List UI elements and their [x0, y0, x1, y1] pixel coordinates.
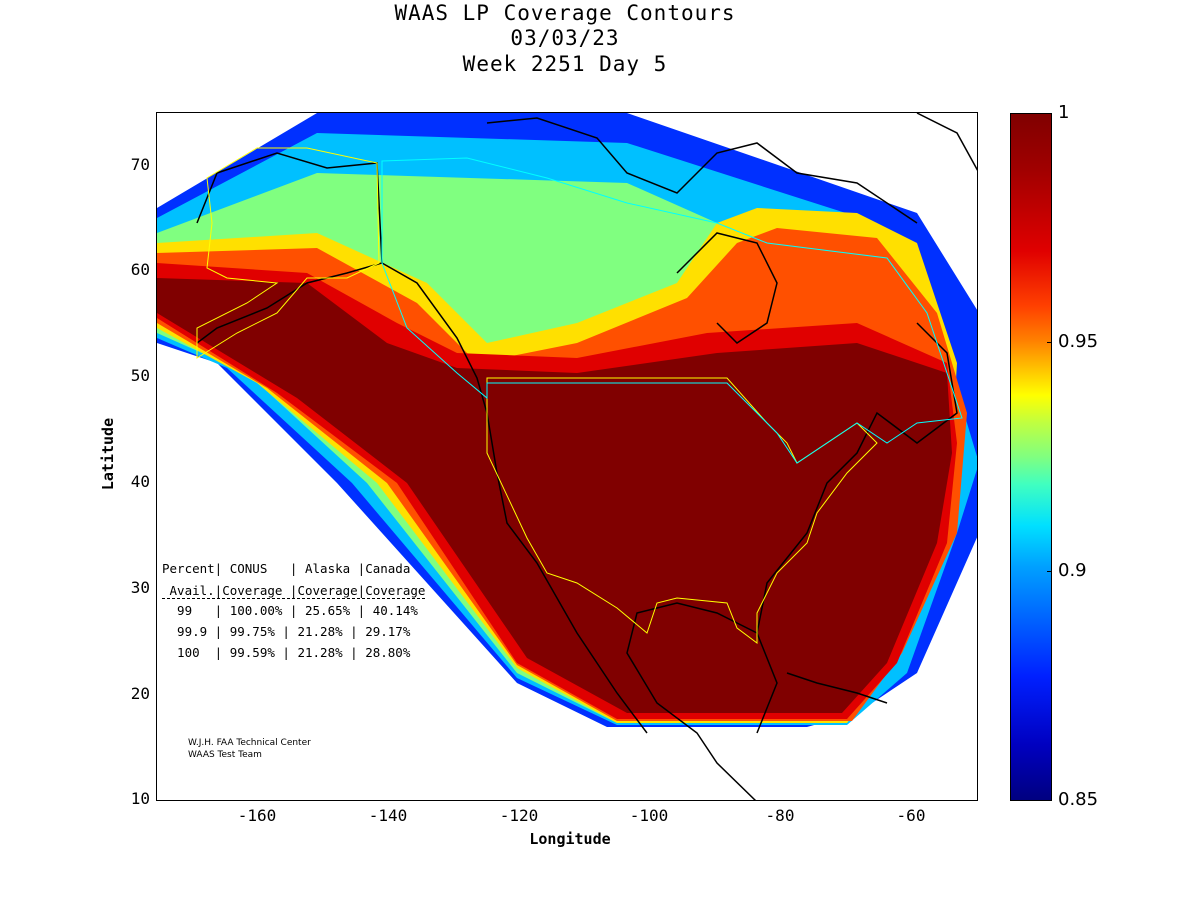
stats-row-99: 99 | 100.00% | 25.65% | 40.14% — [162, 603, 418, 618]
service-region-outlines — [196, 147, 963, 644]
y-tick-30: 30 — [130, 578, 150, 597]
y-axis-label: Latitude — [99, 417, 117, 491]
stats-header-1: Percent| CONUS | Alaska |Canada — [162, 561, 411, 576]
greenland-edge — [916, 113, 977, 171]
chart-title: WAAS LP Coverage Contours — [394, 1, 736, 25]
canada-region-outline — [381, 157, 963, 464]
y-tick-10: 10 — [130, 789, 150, 808]
credit-line-2: WAAS Test Team — [188, 750, 262, 760]
colorbar-tick-mark — [1047, 571, 1052, 572]
stats-row-99-9: 99.9 | 99.75% | 21.28% | 29.17% — [162, 624, 411, 639]
y-tick-40: 40 — [130, 472, 150, 491]
stats-header-2: Avail.|Coverage |Coverage|Coverage — [162, 583, 426, 599]
x-tick-m60: -60 — [896, 806, 926, 825]
pacific-coast — [381, 262, 648, 734]
y-tick-70: 70 — [130, 155, 150, 174]
credit-line-1: W.J.H. FAA Technical Center — [188, 738, 311, 748]
colorbar-tick-085: 0.85 — [1058, 789, 1099, 810]
stats-row-100: 100 | 99.59% | 21.28% | 28.80% — [162, 645, 411, 660]
chart-date: 03/03/23 — [510, 26, 620, 50]
hudson-bay — [676, 232, 778, 344]
y-tick-20: 20 — [130, 684, 150, 703]
colorbar — [1010, 113, 1052, 801]
coverage-map — [157, 113, 977, 800]
colorbar-tick-1: 1 — [1058, 102, 1070, 123]
y-tick-60: 60 — [130, 260, 150, 279]
gulf-coast — [626, 602, 758, 800]
colorbar-tick-mark — [1047, 342, 1052, 343]
caribbean — [786, 672, 888, 704]
x-tick-m160: -160 — [237, 806, 277, 825]
colorbar-tick-095: 0.95 — [1058, 331, 1099, 352]
x-tick-m100: -100 — [629, 806, 669, 825]
chart-week: Week 2251 Day 5 — [462, 52, 668, 76]
x-axis-label: Longitude — [529, 830, 611, 848]
alaska-region-outline — [196, 147, 380, 359]
x-tick-m120: -120 — [499, 806, 539, 825]
y-tick-50: 50 — [130, 366, 150, 385]
contour-fullcoverage — [157, 278, 952, 713]
colorbar-tick-09: 0.9 — [1058, 560, 1087, 581]
arctic-islands — [486, 117, 918, 224]
map-plot-area — [156, 112, 978, 801]
x-tick-m140: -140 — [368, 806, 408, 825]
atlantic-coast — [756, 322, 958, 734]
x-tick-m80: -80 — [765, 806, 795, 825]
